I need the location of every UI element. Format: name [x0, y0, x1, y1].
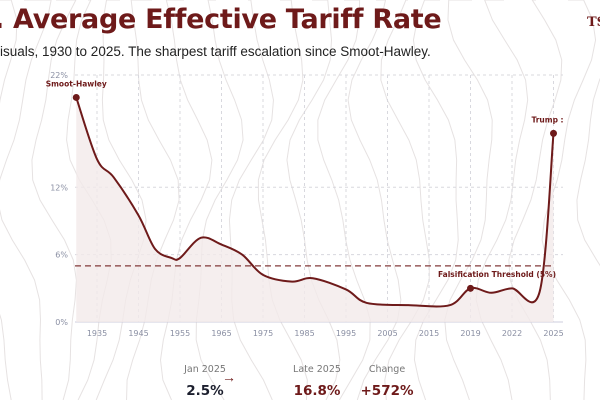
annotation-label: Smoot-Hawley	[46, 79, 107, 88]
y-tick-label: 6%	[55, 251, 68, 260]
contour-line	[412, 0, 459, 400]
page-subtitle: isuals, 1930 to 2025. The sharpest tarif…	[0, 44, 431, 59]
x-tick-label: 2015	[419, 329, 439, 338]
area-fill	[76, 97, 554, 322]
stat-label: Jan 2025	[184, 364, 226, 375]
x-tick-label: 1985	[294, 329, 314, 338]
data-point	[72, 93, 80, 101]
x-tick-label: 2019	[460, 329, 480, 338]
contour-line	[508, 0, 563, 400]
stat-value: 16.8%	[293, 383, 341, 399]
contour-line	[347, 0, 402, 400]
annotation-label: Trump :	[531, 115, 563, 124]
stat-value: +572%	[360, 383, 414, 399]
stat-jan-2025: Jan 2025 2.5%	[170, 364, 240, 399]
stat-change: Change +572%	[352, 364, 422, 399]
page-title: . Average Effective Tariff Rate	[0, 4, 442, 35]
arrow-icon: →	[222, 369, 236, 385]
contour-line	[95, 0, 147, 400]
x-tick-label: 1955	[170, 329, 190, 338]
data-point	[467, 284, 474, 292]
y-tick-label: 12%	[50, 183, 68, 192]
contour-line	[576, 0, 600, 267]
threshold-label: Falsification Threshold (5%)	[438, 270, 556, 279]
y-tick-label: 22%	[50, 71, 68, 80]
x-tick-label: 1995	[336, 329, 356, 338]
contour-line	[0, 0, 18, 400]
series-line	[75, 97, 555, 308]
contour-line	[286, 0, 341, 400]
contour-line	[317, 0, 371, 400]
contour-line	[31, 0, 77, 400]
x-tick-label: 1945	[128, 329, 148, 338]
stat-label: Change	[368, 364, 406, 375]
contour-line	[160, 0, 213, 400]
stat-value: 2.5%	[186, 383, 224, 399]
contour-line	[126, 0, 180, 400]
brand-logo: TS	[587, 15, 600, 30]
data-point	[550, 129, 557, 137]
contour-line	[257, 0, 308, 400]
contour-line	[444, 0, 493, 400]
contour-line	[228, 0, 274, 400]
contour-line	[380, 0, 430, 400]
contour-line	[195, 0, 244, 400]
contour-line	[0, 0, 52, 400]
x-tick-label: 2005	[377, 329, 397, 338]
x-tick-label: 2025	[543, 329, 563, 338]
x-tick-label: 1975	[253, 329, 273, 338]
x-tick-label: 1935	[87, 329, 107, 338]
x-tick-label: 1965	[211, 329, 231, 338]
y-tick-label: 0%	[55, 318, 68, 327]
stat-late-2025: Late 2025 16.8%	[282, 364, 352, 399]
x-tick-label: 2022	[502, 329, 522, 338]
stat-label: Late 2025	[293, 364, 341, 375]
